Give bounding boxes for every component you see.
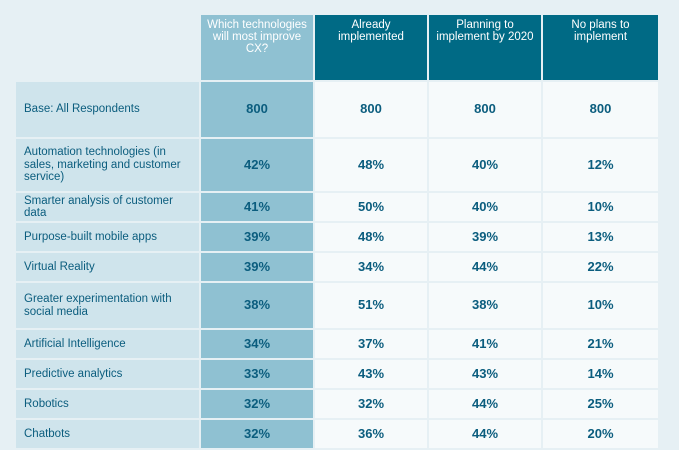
row-label: Greater experimentation with social medi… <box>16 283 199 328</box>
cell-already-implemented: 51% <box>315 283 427 328</box>
header-blank <box>16 15 199 80</box>
cell-no-plans: 10% <box>543 283 658 328</box>
cell-no-plans: 800 <box>543 82 658 137</box>
row-label: Base: All Respondents <box>16 82 199 137</box>
table-row: Robotics 32% 32% 44% 25% <box>16 390 658 418</box>
cell-already-implemented: 48% <box>315 139 427 191</box>
table-row: Chatbots 32% 36% 44% 20% <box>16 420 658 448</box>
cell-improve-cx: 41% <box>201 193 313 221</box>
cell-already-implemented: 34% <box>315 253 427 281</box>
cell-planning-2020: 43% <box>429 360 541 388</box>
table-row: Automation technologies (in sales, marke… <box>16 139 658 191</box>
cell-no-plans: 21% <box>543 330 658 358</box>
cell-planning-2020: 44% <box>429 253 541 281</box>
row-label: Purpose-built mobile apps <box>16 223 199 251</box>
table-row: Greater experimentation with social medi… <box>16 283 658 328</box>
row-label: Artificial Intelligence <box>16 330 199 358</box>
cell-already-implemented: 800 <box>315 82 427 137</box>
cell-improve-cx: 39% <box>201 223 313 251</box>
cell-no-plans: 25% <box>543 390 658 418</box>
cell-improve-cx: 42% <box>201 139 313 191</box>
cell-planning-2020: 44% <box>429 420 541 448</box>
cell-no-plans: 10% <box>543 193 658 221</box>
cell-no-plans: 22% <box>543 253 658 281</box>
cell-improve-cx: 32% <box>201 420 313 448</box>
cell-improve-cx: 38% <box>201 283 313 328</box>
cx-technology-table: Which technologies will most improve CX?… <box>14 13 660 450</box>
cell-already-implemented: 50% <box>315 193 427 221</box>
header-improve-cx: Which technologies will most improve CX? <box>201 15 313 80</box>
header-already-implemented: Already implemented <box>315 15 427 80</box>
cell-improve-cx: 800 <box>201 82 313 137</box>
cell-already-implemented: 32% <box>315 390 427 418</box>
cell-improve-cx: 39% <box>201 253 313 281</box>
cell-planning-2020: 40% <box>429 193 541 221</box>
row-label: Chatbots <box>16 420 199 448</box>
row-label: Robotics <box>16 390 199 418</box>
table-row: Virtual Reality 39% 34% 44% 22% <box>16 253 658 281</box>
cell-already-implemented: 36% <box>315 420 427 448</box>
cell-planning-2020: 39% <box>429 223 541 251</box>
table-row: Predictive analytics 33% 43% 43% 14% <box>16 360 658 388</box>
cell-planning-2020: 41% <box>429 330 541 358</box>
table-row: Purpose-built mobile apps 39% 48% 39% 13… <box>16 223 658 251</box>
cell-no-plans: 12% <box>543 139 658 191</box>
cell-no-plans: 20% <box>543 420 658 448</box>
header-row: Which technologies will most improve CX?… <box>16 15 658 80</box>
row-label: Smarter analysis of customer data <box>16 193 199 221</box>
cell-planning-2020: 44% <box>429 390 541 418</box>
cell-already-implemented: 48% <box>315 223 427 251</box>
cell-planning-2020: 40% <box>429 139 541 191</box>
cell-planning-2020: 38% <box>429 283 541 328</box>
row-label: Automation technologies (in sales, marke… <box>16 139 199 191</box>
cell-already-implemented: 43% <box>315 360 427 388</box>
header-planning-2020: Planning to implement by 2020 <box>429 15 541 80</box>
table-row: Artificial Intelligence 34% 37% 41% 21% <box>16 330 658 358</box>
cell-improve-cx: 33% <box>201 360 313 388</box>
cell-improve-cx: 32% <box>201 390 313 418</box>
header-no-plans: No plans to implement <box>543 15 658 80</box>
cell-no-plans: 14% <box>543 360 658 388</box>
cell-planning-2020: 800 <box>429 82 541 137</box>
row-label: Virtual Reality <box>16 253 199 281</box>
table-row: Smarter analysis of customer data 41% 50… <box>16 193 658 221</box>
table-row: Base: All Respondents 800 800 800 800 <box>16 82 658 137</box>
row-label: Predictive analytics <box>16 360 199 388</box>
cell-already-implemented: 37% <box>315 330 427 358</box>
cell-no-plans: 13% <box>543 223 658 251</box>
cell-improve-cx: 34% <box>201 330 313 358</box>
